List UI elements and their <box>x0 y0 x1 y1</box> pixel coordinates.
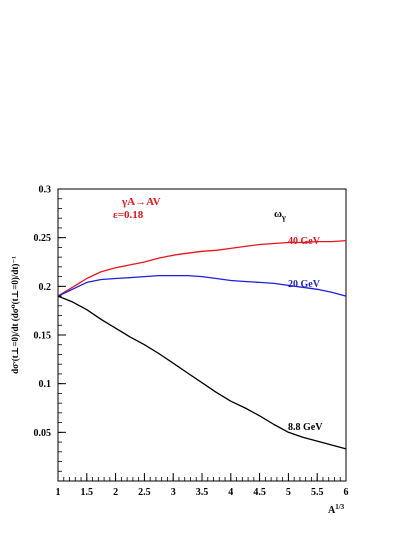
x-axis-label-sup: 1/3 <box>335 503 344 511</box>
x-tick-label: 3.5 <box>196 487 209 498</box>
y-axis-label: dσᵛ(t⊥=0)/dt (dσ⁰(t⊥=0)/dt)⁻¹ <box>10 256 20 374</box>
series-line-20-gev <box>57 274 347 297</box>
x-tick-label: 2 <box>113 487 118 498</box>
series-line-8-8-gev <box>57 295 347 450</box>
omega-symbol: ω <box>274 208 282 220</box>
epsilon-annotation: ε=0.18 <box>113 209 144 221</box>
process-annotation: γA→AV <box>121 196 161 208</box>
x-tick-label: 5.5 <box>311 487 324 498</box>
series-label: 20 GeV <box>288 279 321 290</box>
omega-label: ωγ <box>274 208 286 222</box>
x-axis-label: A1/3 <box>328 503 345 516</box>
y-tick-label: 0.3 <box>39 185 52 196</box>
series-label: 8.8 GeV <box>288 422 323 433</box>
x-tick-label: 6 <box>344 487 349 498</box>
y-tick-label: 0.15 <box>34 331 52 342</box>
x-tick-label: 1 <box>56 487 61 498</box>
x-tick-label: 5 <box>286 487 291 498</box>
x-tick-label: 3 <box>171 487 176 498</box>
x-tick-label: 2.5 <box>138 487 151 498</box>
x-tick-label: 1.5 <box>81 487 94 498</box>
omega-subscript: γ <box>281 213 286 222</box>
series-label: 40 GeV <box>288 236 321 247</box>
y-tick-label: 0.2 <box>39 282 52 293</box>
y-tick-label: 0.1 <box>39 379 52 390</box>
x-axis-label-base: A <box>328 505 336 516</box>
series-layer: 40 GeV 20 GeV 8.8 GeV <box>57 236 347 450</box>
y-tick-label: 0.05 <box>34 428 52 439</box>
x-tick-label: 4 <box>228 487 233 498</box>
axis-ticks: 1 1.5 2 2.5 3 3.5 4 4.5 5 5.5 6 0.05 0.1 0.15 0.2 0.25 0… <box>34 185 349 499</box>
x-tick-label: 4.5 <box>253 487 266 498</box>
series-line-40-gev <box>57 239 347 297</box>
y-tick-label: 0.25 <box>34 233 52 244</box>
